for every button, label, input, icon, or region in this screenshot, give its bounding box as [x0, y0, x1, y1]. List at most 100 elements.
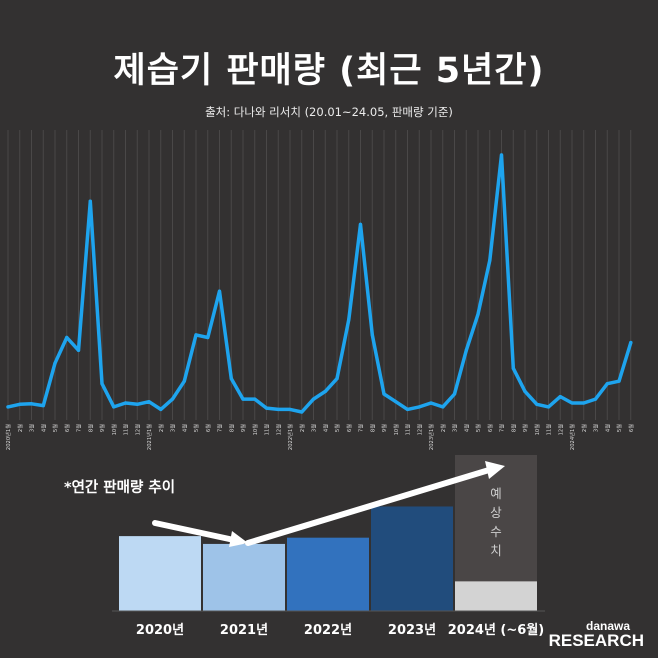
x-tick-label: 10월 [110, 424, 118, 436]
x-tick-label: 11월 [263, 424, 271, 436]
x-tick-label: 5월 [615, 424, 623, 432]
data-point [76, 348, 81, 352]
data-point [229, 376, 233, 381]
data-point [29, 402, 34, 406]
x-tick-label: 12월 [133, 424, 141, 436]
data-point [441, 405, 445, 409]
x-tick-label: 5월 [333, 424, 341, 432]
data-point [429, 401, 433, 405]
x-tick-label: 6월 [627, 424, 635, 432]
data-point [523, 389, 527, 394]
data-point [159, 407, 163, 412]
data-point [311, 397, 316, 401]
data-point [6, 405, 10, 409]
x-tick-label: 7월 [357, 424, 365, 432]
bar-category-label: 2020년 [136, 623, 184, 638]
data-point [112, 405, 116, 409]
data-point [582, 401, 586, 405]
bar [119, 536, 201, 611]
data-point [241, 397, 245, 401]
x-tick-label: 12월 [556, 424, 564, 436]
data-point [511, 366, 515, 370]
data-point [206, 335, 210, 340]
peak-label: 2021.07 [0, 0, 15, 4]
data-point [499, 153, 504, 157]
data-point [147, 400, 151, 404]
data-point [605, 382, 609, 386]
data-point [300, 410, 304, 414]
x-tick-label: 2024년1월 [568, 424, 576, 450]
data-point [18, 402, 22, 406]
x-tick-label: 10월 [251, 424, 259, 436]
data-point [100, 382, 104, 386]
data-point [264, 406, 269, 410]
data-point [135, 402, 139, 406]
peak-label: 2022.07 [0, 0, 15, 4]
x-tick-label: 2월 [298, 424, 306, 432]
expected-label: 수 [490, 524, 502, 539]
bar-category-label: 2021년 [220, 623, 268, 638]
data-point [464, 348, 468, 352]
x-tick-label: 9월 [380, 424, 388, 432]
x-tick-label: 5월 [474, 424, 482, 432]
x-tick-label: 8월 [509, 424, 517, 432]
peak-label: 2023.07 [0, 0, 15, 4]
x-tick-label: 3월 [451, 424, 459, 432]
data-point [123, 401, 128, 405]
x-tick-label: 10월 [392, 424, 400, 436]
bar [455, 581, 537, 611]
x-tick-label: 2월 [157, 424, 165, 432]
x-tick-label: 9월 [98, 424, 106, 432]
bar [371, 506, 453, 611]
chart-source: 출처: 다나와 리서치 (20.01~24.05, 판매량 기준) [205, 105, 453, 119]
data-point [323, 389, 327, 394]
brand-logo-small: danawa [585, 619, 630, 633]
data-point [182, 379, 186, 383]
x-tick-label: 5월 [51, 424, 59, 432]
x-tick-label: 5월 [192, 424, 200, 432]
x-tick-label: 6월 [486, 424, 494, 432]
expected-label: 예 [490, 486, 502, 501]
x-tick-label: 9월 [521, 424, 529, 432]
x-tick-label: 2020년1월 [4, 424, 12, 450]
x-tick-label: 7월 [498, 424, 506, 432]
x-tick-label: 3월 [592, 424, 600, 432]
x-tick-label: 4월 [39, 424, 47, 432]
data-point [288, 407, 292, 412]
data-point [53, 361, 57, 365]
x-tick-label: 2월 [439, 424, 447, 432]
peak-label: 2020.08 [0, 0, 15, 4]
x-tick-label: 8월 [227, 424, 235, 432]
data-point [558, 394, 562, 399]
trend-arrow-head [229, 531, 248, 547]
data-point [41, 403, 45, 408]
x-tick-label: 2021년1월 [145, 424, 153, 450]
expected-label: 치 [490, 543, 502, 558]
data-point [65, 335, 69, 340]
data-point [546, 405, 551, 409]
x-tick-label: 7월 [216, 424, 224, 432]
data-point [382, 392, 386, 396]
x-tick-label: 6월 [204, 424, 212, 432]
trend-arrow-segment [152, 520, 237, 543]
data-point [347, 317, 351, 322]
data-point [276, 407, 280, 412]
x-tick-label: 9월 [239, 424, 247, 432]
x-tick-label: 3월 [169, 424, 177, 432]
x-tick-label: 10월 [533, 424, 541, 436]
data-point [170, 397, 175, 401]
data-point [629, 341, 633, 345]
data-point [476, 312, 480, 316]
data-point [358, 222, 363, 226]
x-tick-label: 4월 [321, 424, 329, 432]
x-tick-label: 11월 [404, 424, 412, 436]
data-point [253, 397, 257, 401]
bar-chart-title: *연간 판매량 추이 [64, 478, 175, 496]
x-tick-label: 2월 [580, 424, 588, 432]
data-point [488, 258, 492, 262]
data-point [617, 379, 621, 383]
x-tick-label: 11월 [122, 424, 130, 436]
x-tick-label: 2022년1월 [286, 424, 294, 450]
x-tick-label: 3월 [28, 424, 36, 432]
